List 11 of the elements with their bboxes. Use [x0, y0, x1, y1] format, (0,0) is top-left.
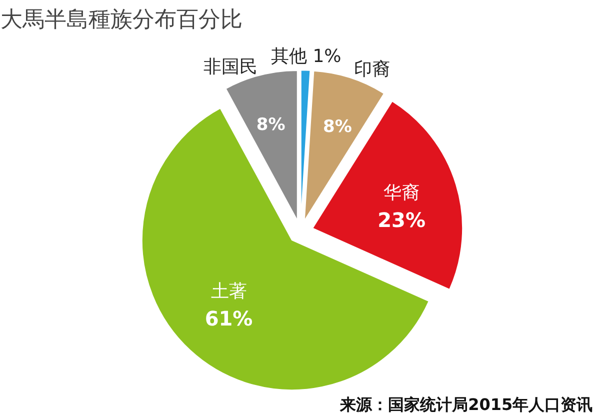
slice-label: 其他 1% [270, 46, 342, 68]
chart-title: 大馬半島種族分布百分比 [0, 8, 242, 32]
slice-label: 非国民 [203, 56, 258, 78]
slice-label: 印裔 [354, 59, 390, 80]
data-label: 23% [378, 208, 426, 232]
slice-label: 华裔 [384, 182, 420, 204]
source-note: 来源：国家统计局2015年人口资讯 [339, 395, 593, 414]
data-label: 8% [256, 115, 286, 136]
data-label: 61% [204, 306, 253, 331]
slice-label: 土著 [210, 281, 247, 302]
data-label: 8% [322, 117, 352, 138]
